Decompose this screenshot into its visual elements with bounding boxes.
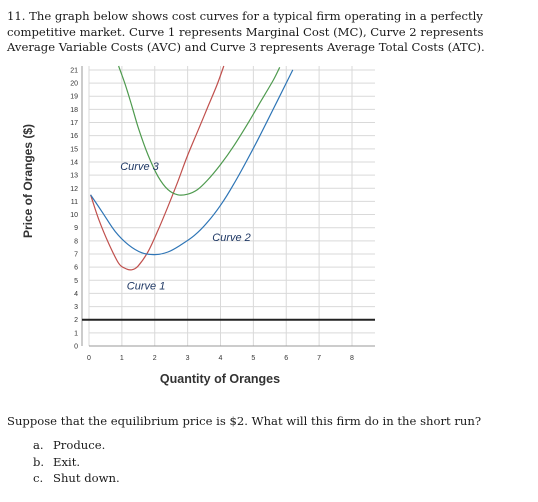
y-tick-label: 9 [74, 225, 78, 232]
option-letter: c. [33, 471, 44, 485]
curve-3-atc-line [118, 65, 281, 196]
option-letter: a. [33, 438, 44, 452]
y-tick-label: 2 [74, 317, 78, 324]
curve-1-mc-line [90, 65, 225, 271]
option-c[interactable]: c. Shut down. [33, 470, 120, 487]
y-tick-label: 6 [74, 265, 78, 272]
y-tick-label: 8 [74, 238, 78, 245]
y-tick-label: 7 [74, 251, 78, 258]
y-tick-label: 3 [74, 304, 78, 311]
curve-2-avc-line [90, 69, 294, 256]
curve-3-label: Curve 3 [120, 161, 159, 173]
x-tick-label: 6 [284, 355, 288, 362]
y-tick-label: 15 [70, 146, 78, 153]
y-tick-label: 4 [74, 291, 78, 298]
y-tick-label: 16 [70, 133, 78, 140]
x-axis-label: Quantity of Oranges [159, 372, 281, 386]
y-tick-label: 17 [70, 120, 78, 127]
x-tick-label: 7 [317, 355, 321, 362]
answer-options: a. Produce. b. Exit. c. Shut down. [33, 437, 120, 487]
y-tick-label: 21 [70, 67, 78, 74]
y-tick-label: 19 [70, 94, 78, 101]
y-tick-label: 1 [74, 330, 78, 337]
curve-2-label: Curve 2 [212, 232, 251, 244]
option-a[interactable]: a. Produce. [33, 437, 120, 454]
question-text: 11. The graph below shows cost curves fo… [7, 9, 485, 55]
y-tick-label: 11 [71, 199, 78, 206]
y-tick-label: 0 [74, 344, 78, 351]
y-tick-label: 14 [70, 159, 78, 166]
option-b[interactable]: b. Exit. [33, 454, 120, 471]
x-tick-label: 3 [186, 355, 190, 362]
y-tick-label: 13 [70, 173, 78, 180]
option-letter: b. [33, 454, 45, 469]
y-tick-label: 10 [70, 212, 78, 219]
chart-annotations: Curve 3 Curve 2 Curve 1 [120, 161, 251, 293]
x-tick-label: 0 [87, 355, 91, 362]
x-tick-label: 5 [251, 355, 255, 362]
option-text: Produce. [53, 438, 106, 452]
x-tick-label: 8 [350, 355, 354, 362]
question-prompt: Suppose that the equilibrium price is $2… [7, 414, 482, 428]
chart-series [90, 65, 294, 271]
option-text: Exit. [53, 454, 81, 469]
y-tick-label: 5 [74, 278, 78, 285]
x-tick-label: 2 [153, 355, 157, 362]
y-tick-label: 12 [70, 186, 78, 193]
x-tick-label: 1 [120, 355, 124, 362]
y-tick-label: 18 [70, 107, 78, 114]
y-tick-label: 20 [70, 81, 78, 88]
option-text: Shut down. [53, 471, 120, 485]
x-tick-label: 4 [219, 355, 223, 362]
curve-1-label: Curve 1 [127, 280, 166, 292]
